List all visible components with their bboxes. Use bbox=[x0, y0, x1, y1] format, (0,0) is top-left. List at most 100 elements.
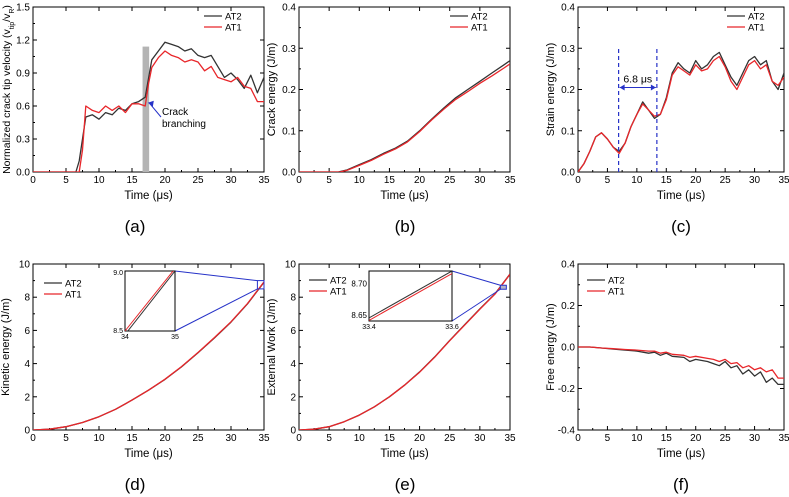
x-tick-label: 35 bbox=[778, 175, 789, 186]
inset-x-tick-label: 33.4 bbox=[362, 324, 376, 331]
x-axis-label: Time (μs) bbox=[657, 448, 706, 460]
y-tick-label: 0.1 bbox=[282, 126, 296, 137]
series-line-at1 bbox=[299, 273, 510, 430]
y-tick-label: 0.0 bbox=[561, 168, 575, 179]
y-tick-label: 4 bbox=[24, 359, 30, 370]
x-tick-label: 25 bbox=[444, 433, 456, 444]
x-tick-label: 0 bbox=[30, 175, 36, 186]
y-tick-label: 0.4 bbox=[561, 3, 575, 14]
legend-label-at1: AT1 bbox=[608, 287, 625, 298]
inset-series-at1 bbox=[369, 273, 452, 321]
y-tick-label: 0 bbox=[290, 426, 296, 437]
panel-f: 0 5 10 15 20 25 30 35 -0.4 -0.2 0.0 0.2 0.4 Time (μs)… bbox=[545, 260, 789, 495]
x-tick-label: 0 bbox=[575, 175, 581, 186]
series-line-at2 bbox=[33, 41, 264, 172]
x-tick-label: 35 bbox=[504, 433, 516, 444]
x-tick-label: 0 bbox=[30, 433, 36, 444]
y-tick-label: 0.2 bbox=[561, 301, 575, 312]
x-tick-label: 15 bbox=[126, 175, 138, 186]
y-tick-label: 6 bbox=[290, 326, 296, 337]
x-tick-label: 15 bbox=[661, 175, 673, 186]
x-tick-label: 5 bbox=[605, 433, 611, 444]
panel-label: (f) bbox=[673, 475, 689, 494]
y-tick-label: 10 bbox=[19, 260, 31, 271]
x-tick-label: 25 bbox=[192, 433, 204, 444]
x-tick-label: 10 bbox=[631, 433, 643, 444]
legend-label-at1: AT1 bbox=[225, 23, 242, 34]
panel-label: (d) bbox=[125, 475, 146, 494]
crack-branching-label: Crack bbox=[162, 107, 189, 118]
y-tick-label: 10 bbox=[285, 260, 297, 271]
y-tick-label: 0.3 bbox=[282, 44, 296, 55]
interval-label: 6.8 μs bbox=[623, 73, 652, 85]
x-tick-label: 10 bbox=[93, 433, 105, 444]
panel-c: 0 5 10 15 20 25 30 35 0.0 0.1 0.2 0.3 0.4 Time (μs) St… bbox=[545, 3, 789, 237]
zoom-connector bbox=[174, 270, 258, 282]
series-line-at1 bbox=[578, 346, 784, 379]
series-line-at1 bbox=[33, 281, 264, 430]
legend-label-at2: AT2 bbox=[748, 12, 765, 23]
y-tick-label: 0.3 bbox=[561, 44, 575, 55]
x-tick-label: 0 bbox=[296, 175, 302, 186]
y-axis-label: External Work (J/m) bbox=[266, 299, 278, 396]
legend-label-at1: AT1 bbox=[330, 287, 347, 298]
y-tick-label: 0.9 bbox=[16, 69, 30, 80]
y-tick-label: 6 bbox=[24, 326, 30, 337]
zoom-connector bbox=[451, 288, 501, 322]
y-tick-label: 8 bbox=[290, 293, 296, 304]
x-tick-label: 5 bbox=[63, 175, 69, 186]
series-line-at2 bbox=[299, 60, 510, 172]
inset-series-at2 bbox=[369, 271, 452, 319]
x-tick-label: 30 bbox=[749, 175, 761, 186]
inset-y-tick-label: 8.65 bbox=[351, 311, 367, 320]
x-tick-label: 20 bbox=[690, 433, 702, 444]
x-tick-label: 30 bbox=[225, 175, 237, 186]
x-tick-label: 30 bbox=[749, 433, 761, 444]
x-tick-label: 0 bbox=[296, 433, 302, 444]
legend-label-at2: AT2 bbox=[65, 279, 82, 290]
x-tick-label: 20 bbox=[159, 175, 171, 186]
x-tick-label: 5 bbox=[63, 433, 69, 444]
x-tick-label: 30 bbox=[225, 433, 237, 444]
zoom-region-box bbox=[499, 284, 507, 290]
y-tick-label: -0.4 bbox=[558, 426, 576, 437]
inset-series-at1 bbox=[125, 271, 174, 331]
x-tick-label: 10 bbox=[631, 175, 643, 186]
x-tick-label: 5 bbox=[326, 433, 332, 444]
inset-x-tick-label: 34 bbox=[121, 334, 129, 341]
x-axis-label: Time (μs) bbox=[380, 448, 429, 460]
legend-label-at2: AT2 bbox=[330, 276, 347, 287]
y-tick-label: 8 bbox=[24, 293, 30, 304]
crack-branching-label: branching bbox=[162, 119, 206, 130]
crack-branching-arrow bbox=[149, 103, 162, 118]
y-tick-label: 0.4 bbox=[282, 3, 296, 14]
legend-label-at2: AT2 bbox=[471, 12, 488, 23]
zoom-connector bbox=[451, 270, 501, 286]
x-tick-label: 35 bbox=[258, 175, 270, 186]
y-axis-label: Strain energy (J/m) bbox=[545, 43, 557, 137]
inset-x-tick-label: 33.6 bbox=[445, 324, 459, 331]
x-axis-label: Time (μs) bbox=[657, 190, 706, 202]
x-tick-label: 30 bbox=[474, 433, 486, 444]
y-tick-label: 0.2 bbox=[282, 85, 296, 96]
x-tick-label: 25 bbox=[192, 175, 204, 186]
panel-a: 0 5 10 15 20 25 30 35 0.0 0.3 0.6 0.9 1.2 1.5 Time (μs… bbox=[1, 3, 270, 237]
series-line-at2 bbox=[578, 51, 784, 172]
crack-branching-arrowhead bbox=[147, 100, 154, 107]
inset-y-tick-label: 8.5 bbox=[113, 328, 123, 335]
panel-label: (e) bbox=[395, 475, 416, 494]
y-tick-label: 2 bbox=[290, 392, 296, 403]
inset-y-tick-label: 8.70 bbox=[351, 280, 367, 289]
x-axis-label: Time (μs) bbox=[124, 448, 173, 460]
x-tick-label: 15 bbox=[384, 433, 396, 444]
y-tick-label: 1.5 bbox=[16, 3, 30, 14]
series-line-at2 bbox=[578, 346, 784, 386]
series-line-at1 bbox=[33, 50, 264, 172]
y-tick-label: 0.6 bbox=[16, 102, 30, 113]
x-tick-label: 15 bbox=[384, 175, 396, 186]
interval-arrowhead-right bbox=[650, 84, 656, 91]
x-tick-label: 15 bbox=[661, 433, 673, 444]
x-tick-label: 25 bbox=[720, 433, 732, 444]
legend-label-at2: AT2 bbox=[225, 12, 242, 23]
zoom-connector bbox=[174, 288, 258, 332]
